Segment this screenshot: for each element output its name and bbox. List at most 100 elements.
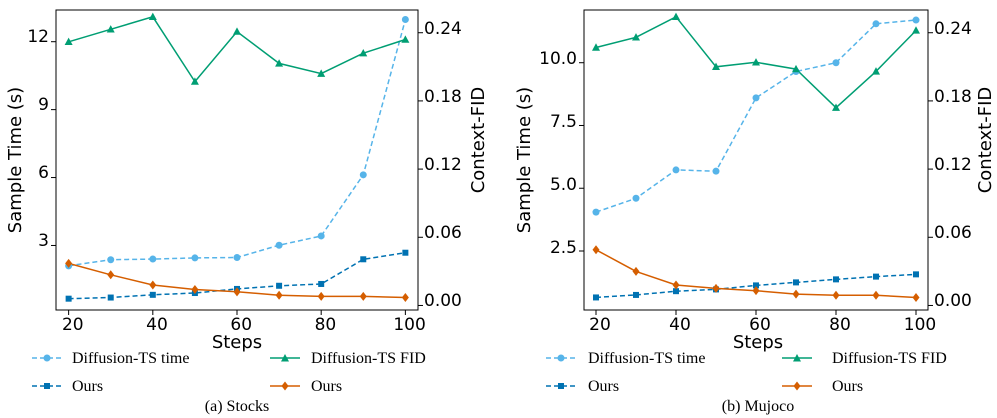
- data-point-diffusion-ts-time: [401, 16, 409, 24]
- y-left-tick-label: 6: [38, 163, 49, 183]
- data-point-diffusion-ts-time: [632, 194, 640, 202]
- data-point-ours-time: [873, 273, 879, 280]
- data-point-ours-time: [793, 279, 799, 286]
- y-left-axis-label: Sample Time (s): [5, 87, 26, 233]
- data-point-ours-fid: [275, 290, 283, 300]
- data-point-ours-fid: [872, 290, 880, 300]
- data-point-diffusion-ts-fid: [317, 69, 326, 77]
- y-right-tick-label: 0.12: [934, 155, 972, 175]
- panel-b: 20 40 60 80 100 2.5 5.0 7.5 10.0 0.00 0.…: [514, 9, 996, 415]
- axis-ticks: [579, 32, 933, 315]
- legend-label: Ours: [72, 378, 103, 395]
- data-point-ours-fid: [191, 285, 199, 295]
- data-point-diffusion-ts-time: [317, 232, 325, 240]
- data-point-ours-fid: [832, 290, 840, 300]
- data-point-diffusion-ts-fid: [148, 12, 157, 21]
- data-point-diffusion-ts-time: [712, 167, 720, 175]
- data-point-diffusion-ts-time: [107, 256, 115, 264]
- legend-item-diffusion-ts-fid: Diffusion-TS FID: [782, 350, 947, 367]
- data-point-diffusion-ts-fid: [64, 37, 73, 46]
- x-axis-label: Steps: [212, 332, 262, 353]
- legend-item-diffusion-ts-time: Diffusion-TS time: [546, 350, 705, 367]
- y-left-tick-label: 9: [38, 95, 49, 115]
- data-point-ours-time: [913, 271, 919, 278]
- y-right-tick-label: 0.18: [934, 87, 972, 107]
- y-right-tick-label: 0.18: [424, 87, 462, 107]
- y-left-tick-label: 12: [27, 27, 49, 47]
- series-line-diffusion-ts-time: [68, 19, 407, 267]
- legend-label: Ours: [311, 378, 342, 395]
- data-point-ours-time: [753, 282, 759, 289]
- plot-frame: [583, 9, 929, 311]
- data-point-ours-time: [318, 280, 325, 287]
- data-point-diffusion-ts-time: [672, 166, 680, 174]
- x-tick-label: 60: [230, 315, 252, 335]
- data-point-diffusion-ts-time: [872, 20, 880, 28]
- data-point-ours-time: [149, 291, 156, 298]
- legend-item-ours-time: Ours: [32, 378, 103, 395]
- y-right-tick-label: 0.00: [424, 291, 462, 311]
- y-right-axis-label: Context-FID: [975, 87, 996, 194]
- data-point-ours-time: [673, 288, 679, 295]
- data-point-ours-fid: [712, 283, 720, 293]
- x-tick-label: 40: [146, 315, 168, 335]
- data-point-diffusion-ts-time: [752, 94, 760, 102]
- data-point-diffusion-ts-fid: [832, 103, 840, 111]
- data-point-diffusion-ts-fid: [912, 26, 920, 34]
- data-point-ours-fid: [401, 293, 409, 302]
- data-point-ours-time: [107, 294, 114, 301]
- data-point-diffusion-ts-fid: [190, 77, 199, 85]
- y-left-tick-label: 7.5: [550, 112, 577, 132]
- series-line-diffusion-ts-fid: [68, 15, 406, 83]
- data-point-ours-fid: [592, 245, 600, 255]
- data-point-ours-fid: [752, 286, 760, 296]
- legend-label: Ours: [832, 378, 863, 395]
- legend-item-ours-fid: Ours: [782, 378, 863, 395]
- data-point-diffusion-ts-time: [359, 171, 367, 179]
- legend: Diffusion-TS time Diffusion-TS FID Ours …: [546, 350, 947, 395]
- data-point-ours-fid: [359, 291, 367, 301]
- axis-ticks: [51, 32, 423, 315]
- y-left-tick-label: 2.5: [550, 238, 577, 258]
- data-point-ours-time: [276, 282, 283, 289]
- data-point-diffusion-ts-fid: [106, 25, 115, 33]
- data-point-diffusion-ts-time: [592, 208, 600, 216]
- legend: Diffusion-TS time Diffusion-TS FID Ours …: [32, 350, 426, 395]
- data-point-ours-time: [593, 294, 599, 301]
- data-point-diffusion-ts-time: [275, 241, 283, 249]
- data-point-ours-fid: [107, 270, 115, 280]
- panel-a: 20 40 60 80 100 3 6 9 12 0.00 0.06 0.12 …: [5, 9, 489, 415]
- y-left-tick-label: 10.0: [539, 49, 577, 69]
- x-axis-label: Steps: [733, 332, 783, 353]
- legend-item-diffusion-ts-fid: Diffusion-TS FID: [270, 350, 426, 367]
- legend-item-ours-fid: Ours: [270, 378, 342, 395]
- legend-label: Ours: [588, 378, 619, 395]
- data-point-diffusion-ts-fid: [672, 12, 680, 21]
- y-right-tick-label: 0.12: [424, 155, 462, 175]
- y-right-tick-label: 0.24: [934, 19, 972, 39]
- legend-item-diffusion-ts-time: Diffusion-TS time: [32, 350, 189, 367]
- legend-label: Diffusion-TS time: [72, 350, 189, 367]
- data-point-ours-time: [402, 249, 409, 256]
- data-point-ours-fid: [672, 280, 680, 290]
- y-right-tick-label: 0.06: [424, 223, 462, 243]
- data-point-diffusion-ts-fid: [632, 33, 640, 41]
- data-point-ours-fid: [233, 287, 241, 297]
- x-tick-label: 60: [749, 315, 771, 335]
- data-point-diffusion-ts-time: [912, 16, 920, 24]
- x-tick-label: 20: [589, 315, 611, 335]
- data-point-ours-fid: [912, 293, 920, 302]
- data-point-ours-time: [633, 291, 639, 298]
- data-point-diffusion-ts-time: [191, 254, 199, 262]
- data-point-ours-fid: [792, 289, 800, 299]
- data-point-diffusion-ts-fid: [592, 43, 600, 51]
- y-right-axis-label: Context-FID: [468, 87, 489, 194]
- data-point-ours-time: [833, 276, 839, 283]
- caption: (b) Mujoco: [722, 398, 794, 415]
- data-point-diffusion-ts-fid: [275, 59, 284, 67]
- legend-item-ours-time: Ours: [546, 378, 619, 395]
- series-line-diffusion-ts-time: [595, 19, 917, 213]
- data-point-diffusion-ts-fid: [233, 27, 241, 35]
- x-tick-label: 80: [315, 315, 337, 335]
